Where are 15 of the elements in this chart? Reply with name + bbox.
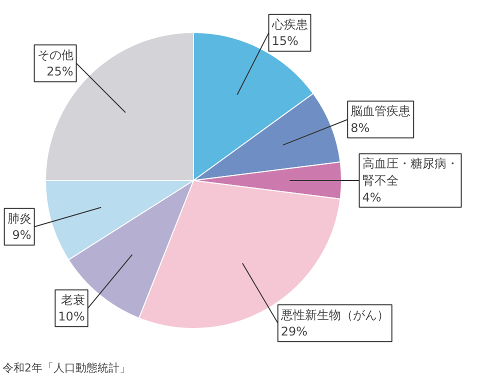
slice-label: 肺炎 (7, 211, 32, 226)
slice-label: 高血圧・糖尿病・腎不全 (362, 156, 458, 188)
data-label: 10% (58, 310, 85, 324)
data-label: 9% (12, 228, 32, 242)
data-label: 4% (362, 190, 382, 204)
data-label: 29% (280, 324, 308, 339)
slice-label: 心疾患 (270, 17, 308, 32)
slice-label: 脳血管疾患 (350, 104, 411, 118)
text: 令和2年「人口動態統計」 (2, 362, 130, 374)
slice-label: 老衰 (60, 292, 85, 307)
slice-label: その他 (37, 48, 74, 62)
data-label: 25% (46, 64, 74, 79)
data-label: 15% (272, 34, 298, 48)
slice-label: 悪性新生物（がん） (280, 308, 389, 322)
data-label: 8% (350, 120, 370, 135)
